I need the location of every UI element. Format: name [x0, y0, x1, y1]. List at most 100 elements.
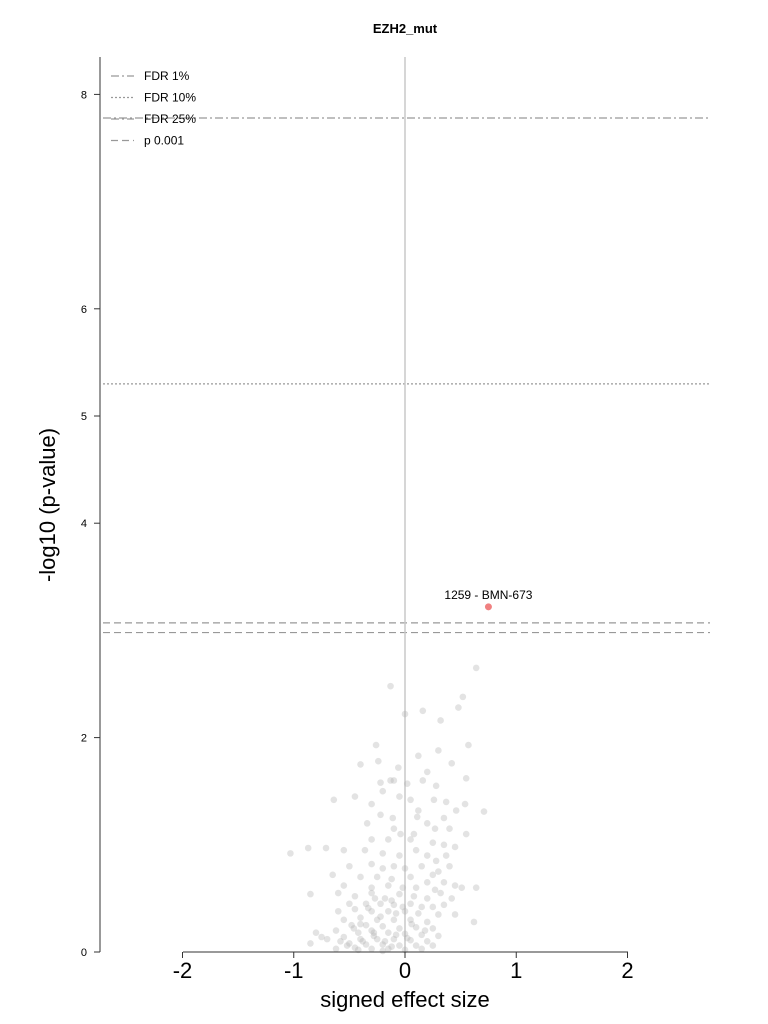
data-point: [332, 945, 340, 953]
data-point: [387, 777, 394, 784]
data-point: [435, 911, 442, 918]
data-point: [368, 927, 375, 934]
data-point: [423, 820, 431, 827]
y-tick-label: 6: [81, 304, 87, 316]
data-point: [337, 937, 344, 945]
data-point: [401, 907, 409, 915]
x-tick-label: 2: [621, 958, 633, 983]
data-point: [340, 882, 348, 889]
data-point: [462, 775, 470, 782]
data-point: [431, 886, 439, 894]
data-point: [432, 857, 440, 865]
data-point: [423, 918, 431, 926]
x-tick-label: 0: [399, 958, 411, 983]
data-point: [346, 900, 353, 908]
data-point: [407, 836, 414, 843]
data-point: [429, 903, 437, 911]
data-point: [412, 924, 420, 931]
data-point: [372, 741, 380, 749]
data-point: [334, 889, 342, 897]
data-point: [415, 807, 422, 814]
data-point: [368, 907, 375, 915]
data-points: [287, 664, 488, 955]
data-point: [381, 937, 389, 945]
data-point: [410, 892, 418, 900]
data-point: [388, 943, 395, 950]
data-point: [448, 895, 456, 902]
x-tick-label: -1: [284, 958, 304, 983]
data-point: [401, 710, 409, 718]
data-point: [437, 717, 444, 724]
data-point: [340, 846, 348, 854]
data-point: [390, 935, 398, 943]
data-point: [395, 764, 402, 771]
data-point: [375, 757, 382, 765]
data-point: [373, 873, 381, 881]
data-point: [396, 852, 403, 859]
data-point: [396, 925, 403, 932]
data-point: [462, 830, 470, 838]
data-point: [330, 796, 338, 804]
data-point: [461, 800, 469, 808]
x-axis-title: signed effect size: [320, 987, 490, 1012]
data-point: [379, 865, 387, 872]
data-point: [385, 882, 392, 889]
data-point: [408, 920, 415, 928]
data-point: [371, 895, 379, 902]
legend-label: p 0.001: [144, 134, 184, 148]
data-point: [435, 747, 442, 754]
data-point: [373, 935, 381, 943]
data-point: [412, 884, 420, 891]
data-point: [410, 830, 418, 838]
data-point: [418, 862, 425, 870]
x-ticks: -2 -1 0 1 2: [173, 952, 634, 983]
data-point: [388, 897, 395, 904]
threshold-lines: [103, 57, 710, 952]
data-point: [446, 862, 453, 870]
data-point: [407, 916, 414, 924]
data-point: [385, 836, 392, 843]
data-point: [351, 892, 359, 900]
x-tick-label: -2: [173, 958, 193, 983]
data-point: [307, 890, 314, 898]
data-point: [418, 903, 425, 911]
data-point: [390, 901, 398, 909]
data-point: [412, 846, 420, 854]
data-point: [480, 808, 488, 815]
data-point: [364, 904, 372, 912]
data-point: [368, 836, 375, 843]
data-point: [357, 920, 364, 928]
y-tick-label: 4: [81, 518, 87, 530]
data-point: [396, 942, 403, 949]
data-point: [323, 935, 331, 943]
data-point: [343, 942, 351, 949]
data-point: [396, 793, 403, 800]
data-point: [329, 871, 336, 879]
data-point: [357, 873, 364, 881]
data-point: [442, 798, 450, 806]
data-point: [362, 900, 370, 908]
data-point: [423, 937, 431, 945]
data-point: [403, 934, 411, 942]
data-point: [440, 814, 448, 822]
data-point: [357, 761, 364, 768]
data-point: [429, 839, 437, 846]
data-point: [412, 942, 420, 949]
data-point: [429, 925, 437, 932]
data-point: [423, 879, 431, 886]
legend-label: FDR 25%: [144, 112, 196, 126]
data-point: [437, 889, 444, 897]
data-point: [421, 927, 429, 934]
data-point: [359, 937, 367, 945]
data-point: [451, 911, 459, 918]
highlight-label: 1259 - BMN-673: [444, 588, 532, 602]
data-point: [390, 825, 398, 833]
data-point: [312, 929, 320, 937]
data-point: [318, 933, 325, 941]
data-point: [440, 901, 448, 909]
data-point: [334, 907, 342, 915]
data-point: [357, 935, 364, 943]
data-point: [419, 707, 427, 715]
y-tick-label: 2: [81, 733, 87, 745]
data-point: [379, 850, 387, 857]
